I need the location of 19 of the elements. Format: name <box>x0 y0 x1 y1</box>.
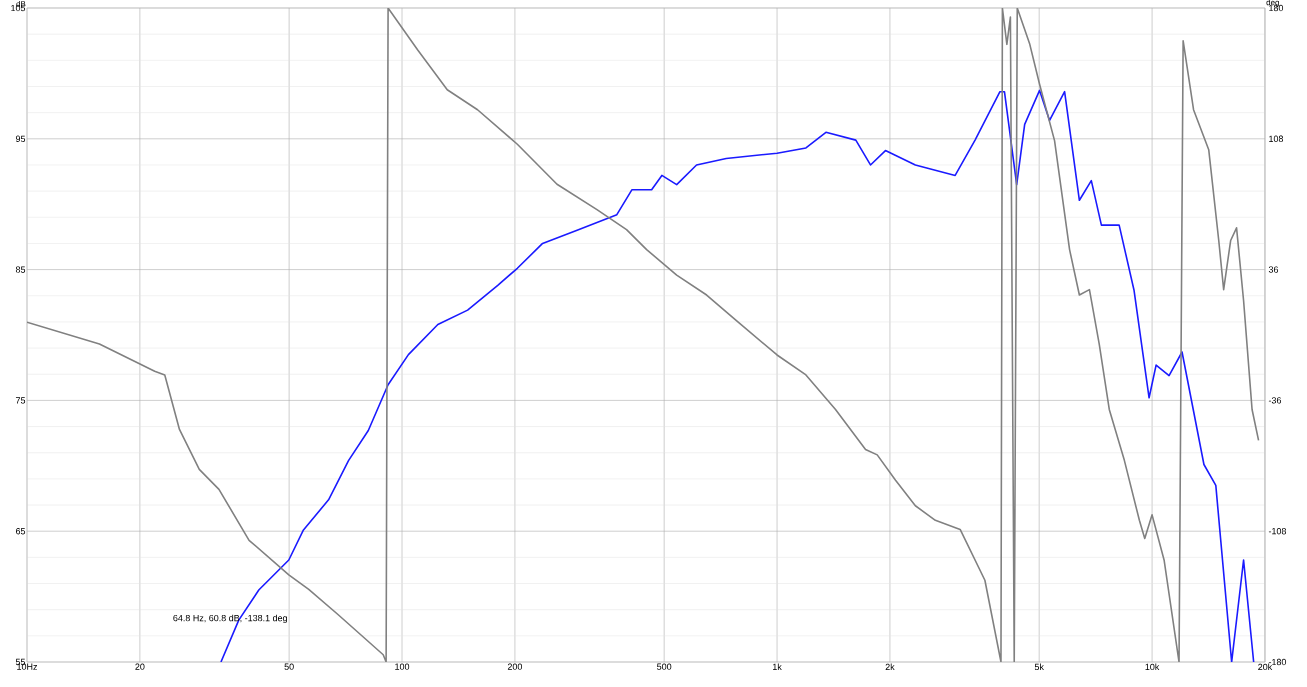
y-tick-label: 65 <box>15 528 26 535</box>
y2-tick-label: -36 <box>1268 397 1282 404</box>
x-tick-label: 10k <box>1145 663 1160 671</box>
y-tick-label: 75 <box>15 397 26 404</box>
y2-tick-label: 36 <box>1268 266 1279 273</box>
y-tick-label: 85 <box>15 266 26 273</box>
x-tick-label: 200 <box>507 663 523 670</box>
x-tick-label: 20k <box>1258 663 1273 671</box>
x-tick-label: 5k <box>1034 663 1044 671</box>
y2-tick-label: 108 <box>1269 135 1284 142</box>
y-tick-label: 95 <box>15 135 26 142</box>
x-tick-label: 20 <box>135 663 145 670</box>
x-tick-label: 50 <box>284 663 294 670</box>
x-tick-label: 1k <box>773 663 782 671</box>
x-tick-label: 100 <box>395 663 410 670</box>
x-tick-label: 10Hz <box>17 663 38 670</box>
y2-tick-label: -108 <box>1268 528 1287 535</box>
x-tick-label: 2k <box>885 663 895 671</box>
x-tick-label: 500 <box>657 663 672 670</box>
